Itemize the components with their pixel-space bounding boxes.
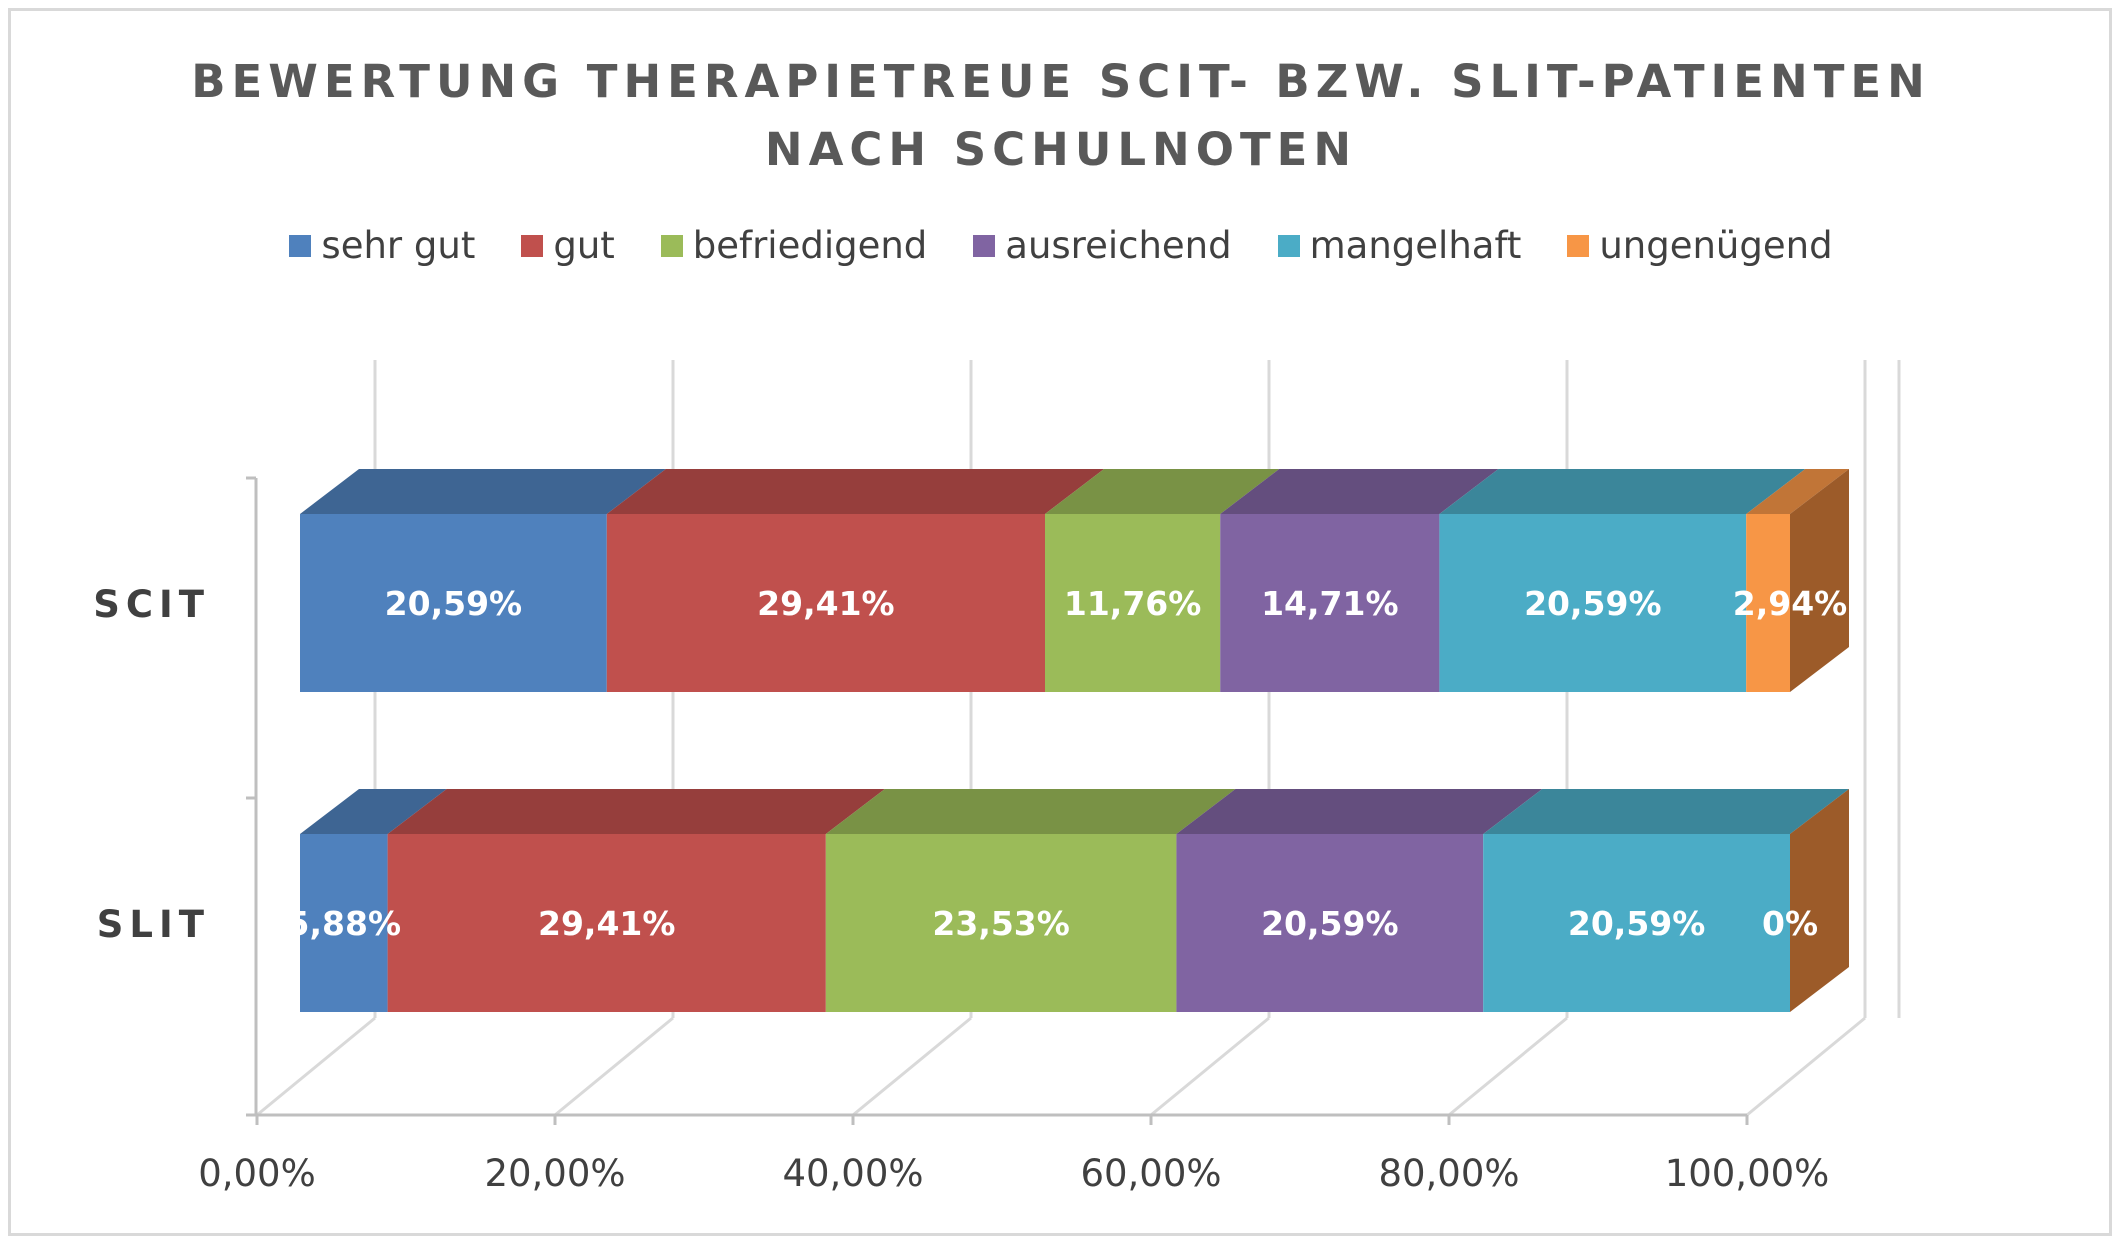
x-tick-label: 100,00%: [1665, 1152, 1830, 1195]
data-label: 20,59%: [385, 584, 522, 623]
legend-label: ausreichend: [1005, 224, 1232, 267]
legend-item-ungenuegend: ungenügend: [1567, 224, 1833, 267]
bar-side-face: [1790, 789, 1849, 1012]
floor-gridline: [852, 1016, 972, 1117]
bar-top-sehr-gut: [300, 469, 666, 514]
bar-top-gut: [387, 789, 885, 834]
floor-gridline: [554, 1016, 674, 1117]
x-tick-label: 60,00%: [1080, 1152, 1221, 1195]
x-tick-label: 40,00%: [782, 1152, 923, 1195]
chart-title-line-1: BEWERTUNG THERAPIETREUE SCIT- BZW. SLIT-…: [191, 55, 1931, 108]
legend-label: ungenügend: [1599, 224, 1833, 267]
category-label: SCIT: [93, 583, 210, 626]
legend-swatch: [289, 234, 312, 257]
bar-segment-mangelhaft: [1439, 514, 1747, 692]
chart-title: BEWERTUNG THERAPIETREUE SCIT- BZW. SLIT-…: [0, 48, 2122, 184]
data-label: 29,41%: [538, 904, 675, 943]
bar-top-ausreichend: [1176, 789, 1543, 834]
data-label: 11,76%: [1064, 584, 1201, 623]
category-label: SLIT: [97, 903, 210, 946]
legend-swatch: [1567, 234, 1590, 257]
bar-top-mangelhaft: [1483, 789, 1849, 834]
bar-segment-befriedigend: [1045, 514, 1221, 692]
data-label: 14,71%: [1261, 584, 1398, 623]
legend-swatch: [660, 234, 683, 257]
bar-top-sehr-gut: [300, 789, 447, 834]
bar-top-ungenügend: [1746, 469, 1849, 514]
bar-top-gut: [606, 469, 1104, 514]
legend-item-mangelhaft: mangelhaft: [1277, 224, 1522, 267]
bar-segment-sehr-gut: [300, 514, 607, 692]
bar-segment-ausreichend: [1176, 834, 1484, 1012]
bar-top-ausreichend: [1220, 469, 1499, 514]
x-tick-label: 20,00%: [484, 1152, 625, 1195]
data-label: 29,41%: [757, 584, 894, 623]
bar-segment-mangelhaft: [1483, 834, 1790, 1012]
bar-segment-sehr-gut: [300, 834, 388, 1012]
data-label: 20,59%: [1524, 584, 1661, 623]
bar-segment-ausreichend: [1220, 514, 1440, 692]
legend-label: mangelhaft: [1309, 224, 1522, 267]
bar-segment-gut: [606, 514, 1045, 692]
legend-label: gut: [553, 224, 615, 267]
bar-top-mangelhaft: [1439, 469, 1806, 514]
floor-gridline: [1746, 1016, 1866, 1117]
legend-label: sehr gut: [321, 224, 476, 267]
chart-title-line-2: NACH SCHULNOTEN: [764, 123, 1358, 176]
bar-segment-ungenügend: [1746, 514, 1790, 692]
bar-side-face: [1790, 469, 1849, 692]
legend-item-befriedigend: befriedigend: [660, 224, 928, 267]
bar-top-befriedigend: [825, 789, 1236, 834]
data-label: 20,59%: [1261, 904, 1398, 943]
data-label: 20,59%: [1568, 904, 1705, 943]
bar-top-befriedigend: [1045, 469, 1280, 514]
legend-label: befriedigend: [692, 224, 928, 267]
data-label: 2,94%: [1733, 584, 1848, 623]
legend-item-sehr-gut: sehr gut: [289, 224, 475, 267]
data-label: 0%: [1762, 904, 1818, 943]
legend-swatch: [521, 234, 544, 257]
legend-item-ausreichend: ausreichend: [973, 224, 1232, 267]
floor-gridline: [1150, 1016, 1270, 1117]
chart-legend: sehr gut gut befriedigend ausreichend ma…: [0, 224, 2122, 267]
legend-item-gut: gut: [521, 224, 615, 267]
data-label: 5,88%: [287, 904, 402, 943]
floor-gridline: [256, 1016, 376, 1117]
legend-swatch: [1277, 234, 1300, 257]
data-label: 23,53%: [932, 904, 1069, 943]
legend-swatch: [973, 234, 996, 257]
x-tick-label: 0,00%: [198, 1152, 316, 1195]
bar-segment-befriedigend: [825, 834, 1177, 1012]
x-tick-label: 80,00%: [1378, 1152, 1519, 1195]
floor-gridline: [1448, 1016, 1568, 1117]
bar-segment-gut: [387, 834, 826, 1012]
